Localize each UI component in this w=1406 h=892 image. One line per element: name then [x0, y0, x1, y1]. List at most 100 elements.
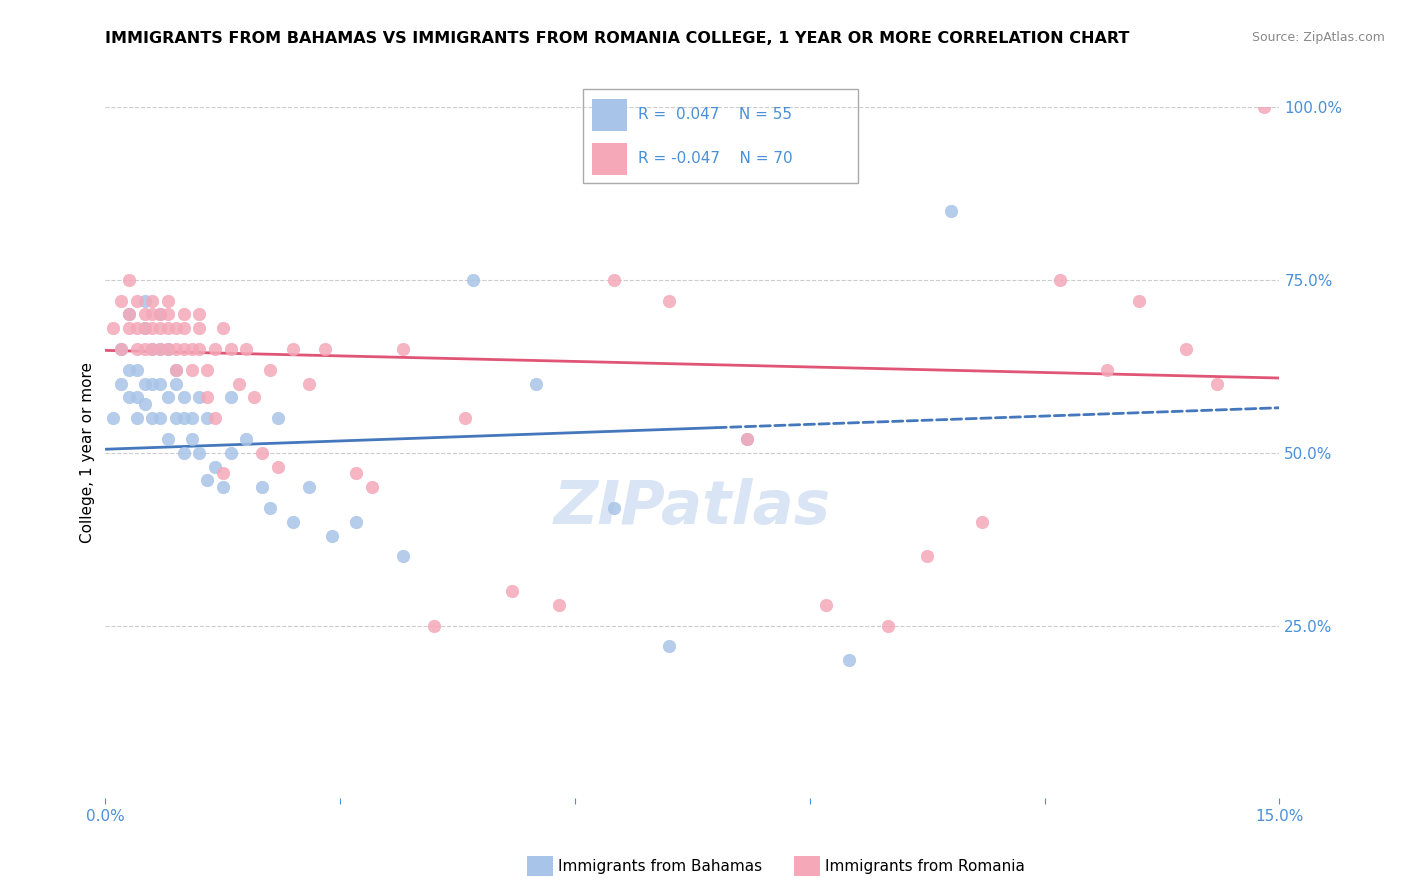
Point	[165, 362, 187, 376]
Point	[314, 342, 336, 356]
Point	[173, 391, 195, 405]
Point	[180, 342, 202, 356]
Point	[204, 342, 226, 356]
Point	[838, 653, 860, 667]
Point	[110, 376, 132, 391]
Point	[125, 321, 148, 335]
Point	[134, 321, 156, 335]
Point	[298, 480, 321, 494]
Point	[188, 342, 211, 356]
Point	[195, 411, 218, 425]
Point	[141, 321, 163, 335]
Point	[259, 501, 281, 516]
Point	[658, 293, 681, 308]
Text: Immigrants from Romania: Immigrants from Romania	[825, 859, 1025, 873]
Point	[1174, 342, 1197, 356]
Point	[173, 411, 195, 425]
Point	[344, 467, 367, 481]
Point	[228, 376, 250, 391]
Point	[173, 342, 195, 356]
Point	[211, 480, 233, 494]
Point	[118, 273, 141, 287]
Point	[195, 362, 218, 376]
Point	[141, 342, 163, 356]
Point	[149, 321, 172, 335]
Point	[134, 342, 156, 356]
Point	[110, 342, 132, 356]
Point	[219, 391, 242, 405]
Point	[125, 391, 148, 405]
Bar	[592, 143, 627, 176]
Point	[188, 307, 211, 321]
Point	[204, 411, 226, 425]
Point	[141, 411, 163, 425]
Point	[814, 598, 837, 612]
Point	[266, 411, 288, 425]
Point	[165, 342, 187, 356]
Point	[195, 473, 218, 487]
Point	[165, 362, 187, 376]
Point	[463, 273, 485, 287]
Text: IMMIGRANTS FROM BAHAMAS VS IMMIGRANTS FROM ROMANIA COLLEGE, 1 YEAR OR MORE CORRE: IMMIGRANTS FROM BAHAMAS VS IMMIGRANTS FR…	[105, 31, 1130, 46]
Y-axis label: College, 1 year or more: College, 1 year or more	[80, 362, 96, 543]
Text: Immigrants from Bahamas: Immigrants from Bahamas	[558, 859, 762, 873]
Point	[118, 307, 141, 321]
Point	[1049, 273, 1071, 287]
Point	[259, 362, 281, 376]
Point	[134, 293, 156, 308]
Point	[250, 445, 273, 460]
Point	[110, 342, 132, 356]
Point	[180, 432, 202, 446]
Point	[118, 321, 141, 335]
Point	[141, 342, 163, 356]
Point	[149, 376, 172, 391]
Point	[103, 321, 125, 335]
Point	[243, 391, 266, 405]
Point	[211, 467, 233, 481]
Point	[392, 342, 415, 356]
Point	[157, 432, 180, 446]
Bar	[592, 98, 627, 131]
Point	[423, 618, 446, 632]
Point	[360, 480, 382, 494]
Point	[149, 307, 172, 321]
Point	[125, 411, 148, 425]
Point	[103, 411, 125, 425]
Point	[1097, 362, 1119, 376]
Point	[344, 515, 367, 529]
Point	[235, 432, 257, 446]
Point	[118, 362, 141, 376]
Point	[134, 321, 156, 335]
Point	[134, 376, 156, 391]
Point	[157, 391, 180, 405]
Text: Source: ZipAtlas.com: Source: ZipAtlas.com	[1251, 31, 1385, 45]
Point	[173, 321, 195, 335]
Point	[157, 307, 180, 321]
Point	[118, 307, 141, 321]
Point	[157, 342, 180, 356]
Text: ZIPatlas: ZIPatlas	[554, 478, 831, 538]
Point	[125, 293, 148, 308]
Point	[250, 480, 273, 494]
Point	[548, 598, 571, 612]
Text: R =  0.047    N = 55: R = 0.047 N = 55	[638, 107, 793, 122]
Point	[298, 376, 321, 391]
Point	[524, 376, 547, 391]
Point	[125, 362, 148, 376]
Point	[735, 432, 758, 446]
Point	[188, 321, 211, 335]
Point	[134, 397, 156, 411]
Point	[915, 549, 938, 564]
Point	[165, 321, 187, 335]
Point	[173, 445, 195, 460]
Point	[204, 459, 226, 474]
Point	[603, 273, 626, 287]
Point	[603, 501, 626, 516]
Point	[454, 411, 477, 425]
Point	[188, 445, 211, 460]
Point	[735, 432, 758, 446]
Point	[173, 307, 195, 321]
Point	[125, 342, 148, 356]
Point	[157, 342, 180, 356]
Point	[141, 376, 163, 391]
